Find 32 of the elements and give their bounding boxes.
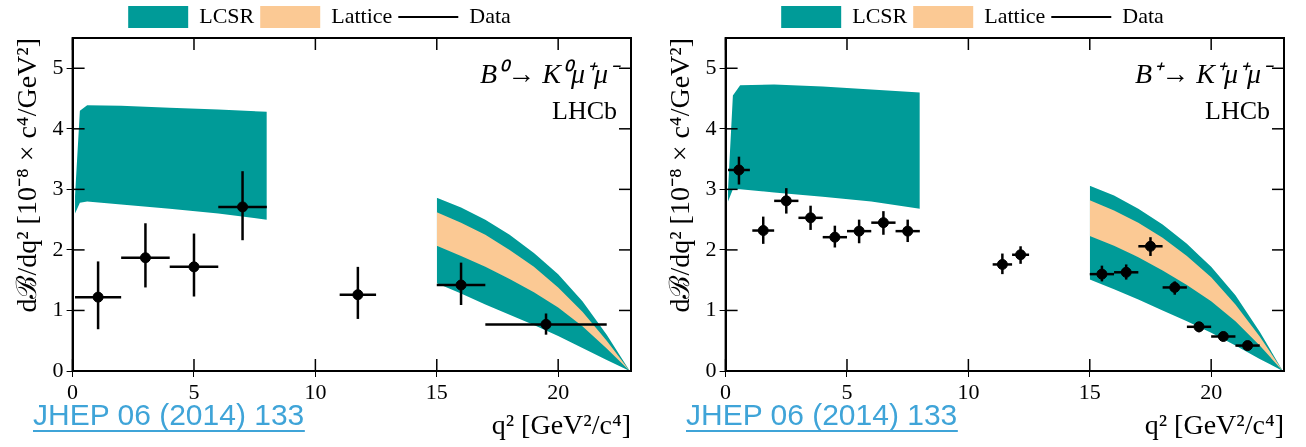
y-tick-label: 0 <box>705 356 717 382</box>
legend-label: Lattice <box>331 2 393 28</box>
y-tick-label: 3 <box>705 175 717 201</box>
x-tick-label: 15 <box>1078 378 1101 404</box>
annotation: LHCb <box>1205 95 1270 125</box>
legend-label: Lattice <box>984 2 1046 28</box>
y-axis-title: dℬ/dq² [10⁻⁸ × c⁴/GeV²] <box>11 38 43 313</box>
legend-label: LCSR <box>852 2 908 28</box>
y-axis-title: dℬ/dq² [10⁻⁸ × c⁴/GeV²] <box>664 38 696 313</box>
x-axis-title: q² [GeV²/c⁴] <box>491 408 631 440</box>
x-tick-label: 20 <box>1200 378 1223 404</box>
y-tick-label: 2 <box>52 235 64 261</box>
y-tick-label: 4 <box>705 114 717 140</box>
y-tick-label: 5 <box>705 54 717 80</box>
legend-label: Data <box>469 2 512 28</box>
legend-label: LCSR <box>199 2 255 28</box>
x-tick-label: 20 <box>547 378 570 404</box>
y-tick-label: 1 <box>52 296 64 322</box>
y-tick-label: 0 <box>52 356 64 382</box>
y-tick-label: 4 <box>52 114 64 140</box>
x-tick-label: 15 <box>425 378 448 404</box>
legend-label: Data <box>1122 2 1165 28</box>
y-tick-label: 1 <box>705 296 717 322</box>
y-tick-label: 3 <box>52 175 64 201</box>
y-tick-label: 2 <box>705 235 717 261</box>
text: B⁺→ K⁺μ⁺μ⁻ <box>1135 58 1274 90</box>
text: B⁰→ K⁰μ⁺μ⁻ <box>480 58 621 90</box>
x-tick-label: 10 <box>304 378 327 404</box>
x-tick-label: 10 <box>957 378 980 404</box>
x-axis-title: q² [GeV²/c⁴] <box>1144 408 1284 440</box>
annotation: LHCb <box>552 95 617 125</box>
y-tick-label: 5 <box>52 54 64 80</box>
